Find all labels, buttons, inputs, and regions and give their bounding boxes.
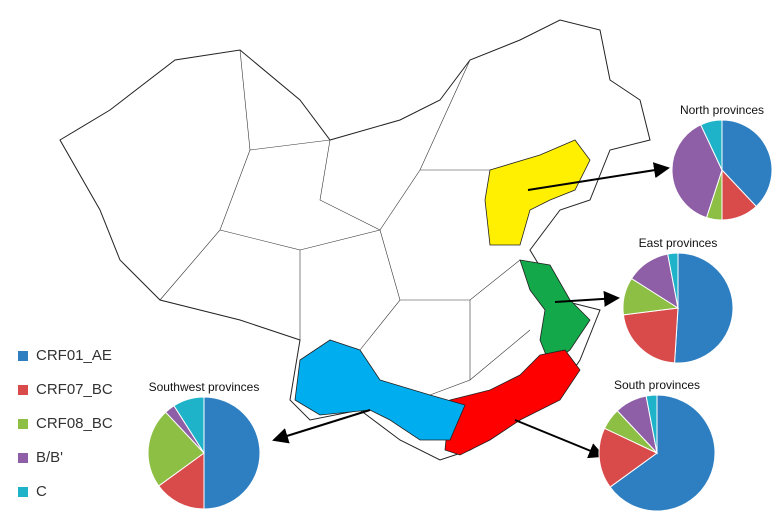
- pie-slice: [645, 394, 658, 454]
- north-region: [484, 139, 591, 246]
- country-outline: [59, 19, 651, 461]
- legend-swatch: [18, 385, 28, 395]
- legend-label: CRF07_BC: [36, 381, 113, 398]
- legend-swatch: [18, 453, 28, 463]
- pie-title: North provinces: [680, 103, 764, 117]
- pie-title: South provinces: [614, 378, 700, 392]
- pie-slice: [671, 124, 723, 219]
- legend: CRF01_AE CRF07_BC CRF08_BC B/B' C: [18, 347, 113, 500]
- pie-slice: [147, 411, 205, 487]
- province-borders: [159, 49, 531, 396]
- legend-label: CRF08_BC: [36, 415, 113, 432]
- pie-slice: [173, 396, 205, 455]
- pie-slice: [598, 427, 658, 488]
- pie-slice: [157, 452, 205, 510]
- pie-slice: [203, 396, 261, 510]
- pie-slice: [609, 394, 716, 512]
- south-region: [444, 349, 581, 456]
- pie-slice: [667, 252, 679, 309]
- pie-slice: [622, 307, 679, 364]
- legend-label: CRF01_AE: [36, 347, 112, 364]
- pie-slice: [700, 119, 723, 171]
- pie-slice: [721, 119, 773, 208]
- legend-label: C: [36, 483, 47, 500]
- arrow: [514, 419, 605, 459]
- arrow: [527, 162, 670, 191]
- arrows: [272, 162, 670, 459]
- arrow: [272, 409, 371, 444]
- pies: North provinces East provinces South provi…: [147, 103, 773, 512]
- arrow: [554, 290, 620, 307]
- map: [59, 19, 651, 461]
- legend-label: B/B': [36, 449, 63, 466]
- legend-swatch: [18, 419, 28, 429]
- southwest-region: [294, 339, 466, 441]
- pie-title: Southwest provinces: [149, 380, 260, 394]
- pie-title: East provinces: [639, 236, 718, 250]
- pie-slice: [674, 252, 734, 364]
- legend-swatch: [18, 487, 28, 497]
- legend-swatch: [18, 351, 28, 361]
